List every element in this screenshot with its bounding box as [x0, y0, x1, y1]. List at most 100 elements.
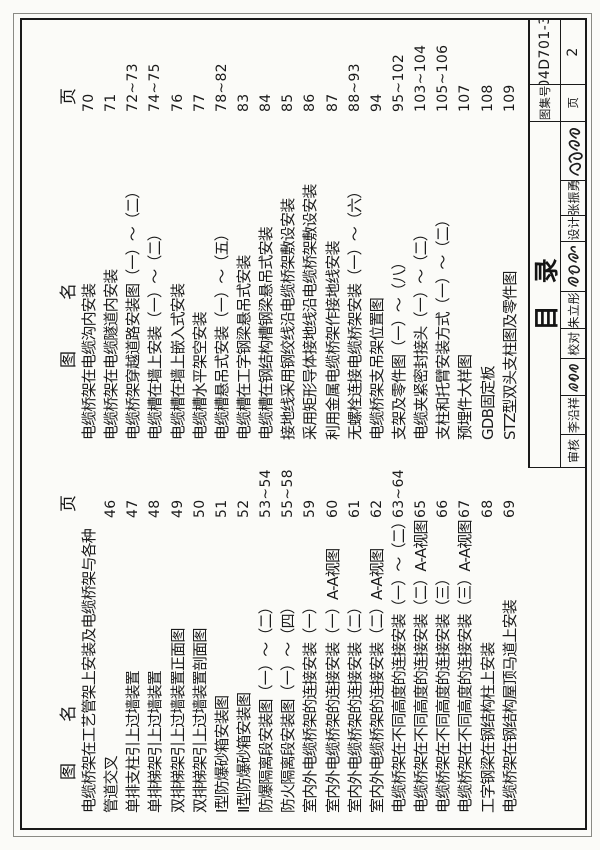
toc-entry-title: 工字钢梁在钢结构柱上安装 — [478, 642, 497, 813]
toc-entry-page-number: 69 — [501, 499, 518, 518]
toc-entry-title: 防爆隔离段安装图（一）～（二） — [257, 599, 276, 813]
toc-entry-title: 室内外电缆桥架的连接安装（一）A-A视图 — [323, 548, 342, 813]
toc-entry: 电缆桥架在工艺管架上安装及电缆桥架与各种 — [78, 461, 100, 813]
toc-entry-page-number: 48 — [147, 499, 164, 518]
toc-entry-title: 单排梯架引上过墙装置 — [146, 670, 165, 813]
toc-entry-title: 双排梯架引上过墙装置正面图 — [168, 628, 187, 813]
left-col-header-page: 页 — [59, 495, 79, 512]
toc-entry-page-number: 70 — [81, 93, 97, 112]
toc-entry-title: 支架及零件图（一）～（八） — [389, 255, 408, 440]
signature-icon — [567, 245, 580, 287]
checker-name: 朱立彤 — [561, 292, 585, 330]
toc-entry: 电缆夹紧密封接头（一）～（二） 103~104 — [410, 22, 432, 440]
toc-entry-title: 电缆桥架在电缆隧道内安装 — [102, 269, 121, 440]
toc-entry: 双排梯架引上过墙装置正面图 49 — [167, 461, 189, 813]
toc-entry-title: 利用金属电缆桥架作接地线安装 — [323, 241, 342, 440]
atlas-number-label: 图集号 — [530, 84, 560, 122]
toc-entry: 电缆桥架在钢结构屋顶马道上安装 69 — [499, 461, 521, 813]
toc-entry-page-number: 55~58 — [280, 469, 297, 518]
toc-entry-title: Ⅰ型防爆砂箱安装图 — [212, 695, 231, 813]
toc-entry-title: 无螺栓连接电缆桥架安装（一）～（六） — [345, 184, 364, 440]
toc-entry-title: 电缆桥架穿越道路安装图（一）～（二） — [124, 184, 143, 440]
toc-entry: 电缆桥架在不同高度的连接安装（三） 66 — [432, 461, 454, 813]
designer-label: 设计 — [561, 215, 585, 243]
toc-entry-page-number: 83 — [235, 93, 252, 112]
left-col-header-fig: 图 — [59, 763, 79, 780]
toc-entry-page-number: 61 — [346, 499, 363, 518]
toc-entry-title: 电缆槽在钢结构槽钢梁悬吊式安装 — [257, 226, 276, 440]
toc-entry-page-number: 78~82 — [213, 63, 230, 112]
toc-entry-page-number: 105~106 — [435, 44, 452, 112]
toc-entry: 工字钢梁在钢结构柱上安装 68 — [477, 461, 499, 813]
designer-name: 张振勇 — [561, 180, 585, 216]
toc-entry: 支柱和托臂安装方式（一）～（二） 105~106 — [432, 22, 454, 440]
toc-entry-title: 支柱和托臂安装方式（一）～（二） — [434, 212, 453, 440]
toc-entry: 管道交叉 46 — [100, 461, 122, 813]
toc-entry: Ⅱ型防爆砂箱安装图 52 — [233, 461, 255, 813]
right-col-header-fig: 图 — [59, 351, 79, 368]
toc-entry-title: 室内外电缆桥架的连接安装（一） — [301, 599, 320, 813]
toc-entry-title: 室内外电缆桥架的连接安装（二） — [345, 599, 364, 813]
toc-entry: 室内外电缆桥架的连接安装（一） 59 — [299, 461, 321, 813]
toc-entry: 电缆槽在墙上安装（一）～（二） 74~75 — [144, 22, 166, 440]
toc-entry: 电缆桥架在不同高度的连接安装（一）～（二） 63~64 — [388, 461, 410, 813]
toc-right-column: 电缆桥架在电缆沟内安装 70 电缆桥架在电缆隧道内安装 71 电缆桥架穿越道路安装图（一… — [78, 22, 521, 440]
toc-entry-title: 电缆槽在工字钢梁悬吊式安装 — [234, 255, 253, 440]
toc-entry-page-number: 62 — [368, 499, 385, 518]
toc-entry: 防爆隔离段安装图（一）～（二） 53~54 — [255, 461, 277, 813]
toc-entry-page-number: 95~102 — [390, 53, 407, 112]
toc-entry: 电缆桥架在电缆隧道内安装 71 — [100, 22, 122, 440]
toc-entry-page-number: 74~75 — [147, 63, 164, 112]
toc-entry-title: 电缆槽在墙上安装（一）～（二） — [146, 226, 165, 440]
toc-entry: 采用矩形导体接地线沿电缆桥架敷设安装 86 — [299, 22, 321, 440]
toc-entry: 室内外电缆桥架的连接安装（二）A-A视图 62 — [366, 461, 388, 813]
toc-entry: 电缆桥架在不同高度的连接安装（二）A-A视图 65 — [410, 461, 432, 813]
toc-entry-title: 接地线采用钢绞线沿电缆桥架敷设安装 — [279, 198, 298, 440]
toc-entry-page-number: 109 — [501, 84, 518, 112]
right-col-header-name: 名 — [59, 283, 79, 300]
toc-entry: 单排梯架引上过墙装置 48 — [144, 461, 166, 813]
toc-entry-page-number: 86 — [302, 93, 319, 112]
toc-entry-page-number: 77 — [191, 93, 208, 112]
toc-entry: 电缆桥架穿越道路安装图（一）～（二） 72~73 — [122, 22, 144, 440]
toc-entry: 电缆桥架支吊架位置图 94 — [366, 22, 388, 440]
toc-entry-page-number: 63~64 — [390, 469, 407, 518]
right-col-header-page: 页 — [59, 88, 79, 105]
page-number-label: 页 — [561, 84, 585, 122]
toc-entry: 电缆槽在工字钢梁悬吊式安装 83 — [233, 22, 255, 440]
signature-icon — [568, 128, 583, 177]
toc-entry-page-number: 103~104 — [413, 44, 430, 112]
toc-entry-page-number: 59 — [302, 499, 319, 518]
toc-entry-page-number: 68 — [479, 499, 496, 518]
toc-entry-page-number: 85 — [280, 93, 297, 112]
toc-entry-page-number: 66 — [435, 499, 452, 518]
toc-entry-page-number: 67 — [457, 499, 474, 518]
toc-entry: 电缆槽在墙上嵌入式安装 76 — [167, 22, 189, 440]
toc-entry: 接地线采用钢绞线沿电缆桥架敷设安装 85 — [277, 22, 299, 440]
toc-entry: 室内外电缆桥架的连接安装（二） 61 — [344, 461, 366, 813]
sheet-title: 目录 — [532, 236, 560, 331]
toc-entry-title: 电缆桥架在电缆沟内安装 — [80, 283, 98, 440]
toc-entry-title: Ⅱ型防爆砂箱安装图 — [234, 692, 253, 813]
toc-entry: 室内外电缆桥架的连接安装（一）A-A视图 60 — [322, 461, 344, 813]
toc-entry: 利用金属电缆桥架作接地线安装 87 — [322, 22, 344, 440]
toc-entry-title: GDB固定板 — [478, 366, 497, 440]
toc-entry-title: 单排支柱引上过墙装置 — [124, 670, 143, 813]
toc-entry-page-number: 87 — [324, 93, 341, 112]
toc-entry-title: 电缆桥架在不同高度的连接安装（三）A-A视图 — [456, 520, 475, 813]
toc-entry-page-number: 52 — [235, 499, 252, 518]
toc-entry: 电缆桥架在电缆沟内安装 70 — [78, 22, 100, 440]
toc-entry-title: 电缆桥架在不同高度的连接安装（一）～（二） — [389, 514, 408, 813]
toc-entry-page-number: 88~93 — [346, 63, 363, 112]
toc-entry-page-number: 46 — [103, 499, 120, 518]
toc-entry-title: 管道交叉 — [102, 756, 121, 813]
toc-entry-title: 防火隔离段安装图（一）～（四） — [279, 599, 298, 813]
toc-entry-title: 室内外电缆桥架的连接安装（二）A-A视图 — [367, 548, 386, 813]
toc-entry-page-number: 107 — [457, 84, 474, 112]
toc-entry: 电缆槽在钢结构槽钢梁悬吊式安装 84 — [255, 22, 277, 440]
atlas-number-value: 04D701-3 — [530, 20, 560, 85]
toc-entry-page-number: 53~54 — [258, 469, 275, 518]
reviewer-name: 李沿祥 — [561, 396, 585, 436]
